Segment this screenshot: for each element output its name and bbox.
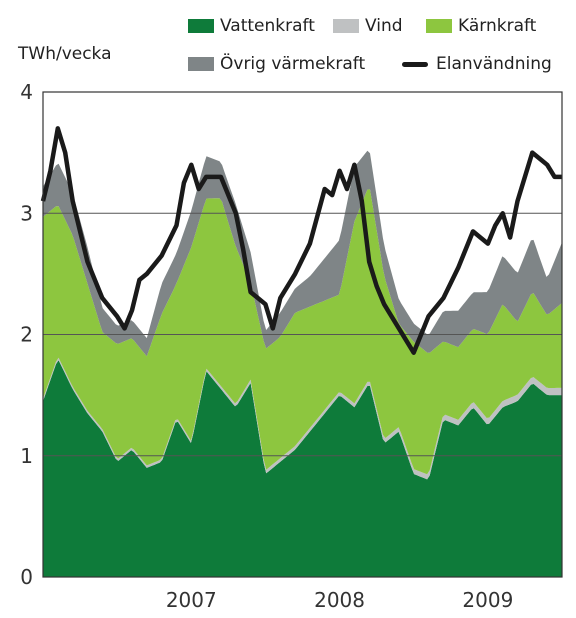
- y-tick-label: 1: [20, 444, 33, 468]
- legend-label-karnkraft: Kärnkraft: [458, 16, 537, 36]
- legend-item-karnkraft: Kärnkraft: [426, 16, 536, 36]
- area-karnkraft: [43, 189, 562, 475]
- legend-item-ovrig-varmekraft: Övrig värmekraft: [188, 54, 365, 74]
- legend-label-vattenkraft: Vattenkraft: [220, 16, 315, 36]
- area-vattenkraft: [43, 360, 562, 577]
- y-tick-label: 3: [20, 201, 33, 225]
- plot-area: [40, 91, 563, 578]
- x-tick-label: 2009: [462, 588, 513, 612]
- y-tick-label: 4: [20, 80, 33, 104]
- y-axis-label: TWh/vecka: [18, 44, 112, 64]
- legend-label-vind: Vind: [365, 16, 403, 36]
- legend-swatch-elanvandning: [402, 61, 428, 67]
- legend-item-vind: Vind: [333, 16, 403, 36]
- line-elanvandning: [40, 126, 562, 355]
- plot-frame: [42, 91, 563, 578]
- legend-item-elanvandning: Elanvändning: [402, 54, 552, 74]
- y-axis-ticks: 0 1 2 3 4: [20, 80, 33, 589]
- x-tick-label: 2007: [166, 588, 217, 612]
- legend-swatch-ovrig-varmekraft: [188, 57, 214, 71]
- legend-swatch-karnkraft: [426, 19, 452, 33]
- y-tick-label: 2: [20, 323, 33, 347]
- legend-item-vattenkraft: Vattenkraft: [188, 16, 315, 36]
- y-tick-label: 0: [20, 565, 33, 589]
- x-tick-label: 2008: [314, 588, 365, 612]
- legend-label-ovrig-varmekraft: Övrig värmekraft: [220, 54, 366, 74]
- legend-swatch-vattenkraft: [188, 19, 214, 33]
- legend-label-elanvandning: Elanvändning: [436, 54, 552, 74]
- legend-swatch-vind: [333, 19, 359, 33]
- x-axis-ticks: 2007 2008 2009: [166, 588, 513, 612]
